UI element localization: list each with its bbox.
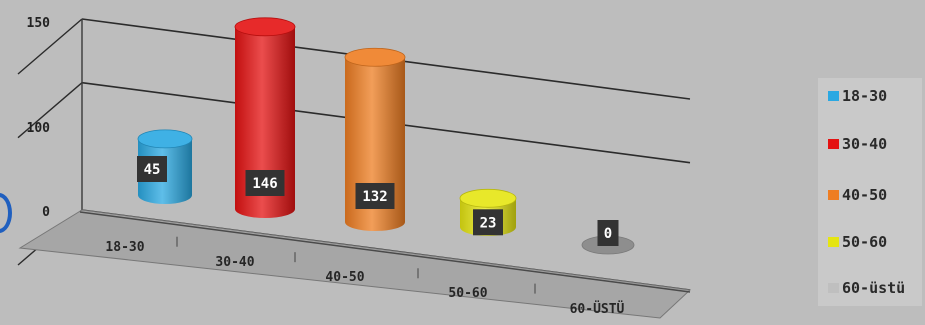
bar-top	[459, 188, 517, 208]
legend-label: 60-üstü	[842, 279, 906, 297]
x-tick-label: 50-60	[448, 286, 487, 301]
legend-label: 30-40	[842, 135, 888, 153]
bars-layer	[137, 17, 635, 255]
x-tick-label: 60-ÜSTÜ	[570, 301, 625, 317]
legend-swatch	[828, 139, 839, 149]
legend-label: 18-30	[842, 87, 888, 105]
gridline	[17, 82, 83, 139]
chart-floor	[18, 209, 692, 319]
bar-top	[234, 17, 296, 37]
legend-label: 40-50	[842, 186, 888, 204]
bar-top	[344, 47, 406, 67]
data-label-box	[355, 183, 395, 209]
bar-top	[137, 129, 193, 149]
x-tick-label: 18-30	[105, 240, 144, 255]
legend-label: 50-60	[842, 233, 888, 251]
legend-item: 18-30	[828, 86, 887, 106]
data-label-box	[245, 170, 285, 196]
data-label: 23	[480, 215, 497, 231]
gridline	[17, 18, 83, 75]
x-axis-line	[79, 211, 691, 293]
data-label-box	[597, 220, 619, 246]
legend-item: 50-60	[828, 232, 887, 252]
x-tick-label: 40-50	[325, 270, 364, 285]
floor-plane	[18, 209, 692, 319]
legend-swatch	[828, 237, 839, 247]
data-label: 0	[604, 226, 612, 242]
data-label-box	[473, 209, 503, 236]
x-tick-label: 30-40	[215, 255, 254, 270]
legend-item: 60-üstü	[828, 278, 905, 298]
y-tick-label: 150	[27, 16, 51, 31]
y-tick-label: 0	[42, 205, 50, 220]
legend-item: 30-40	[828, 134, 887, 154]
y-tick-label: 100	[27, 121, 51, 136]
legend-item: 40-50	[828, 185, 887, 205]
legend-swatch	[828, 190, 839, 200]
data-label: 45	[144, 162, 161, 178]
legend-swatch	[828, 91, 839, 101]
legend-swatch	[828, 283, 839, 293]
legend: 18-30 30-40 40-50 50-60 60-üstü	[818, 78, 922, 306]
labels-layer: 45 146 132 23 0 18-30 30-40 40-50 50-60 60-ÜSTÜ	[105, 156, 625, 317]
data-label: 132	[362, 189, 387, 205]
data-label: 146	[252, 176, 277, 192]
data-label-box	[137, 156, 167, 182]
